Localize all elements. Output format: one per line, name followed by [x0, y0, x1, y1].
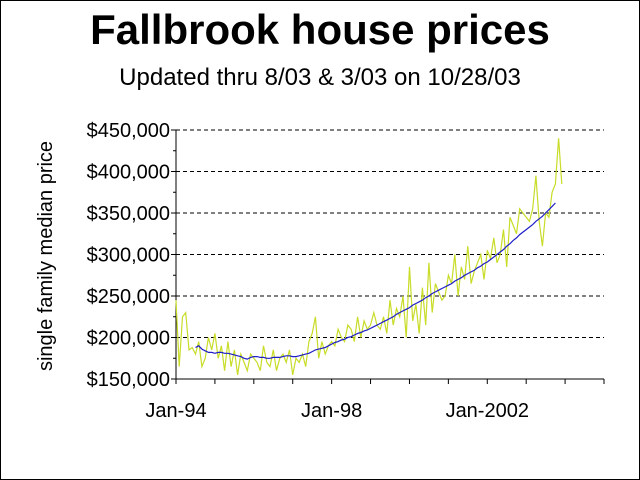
x-tick-label: Jan-94 — [145, 400, 206, 422]
x-tick-label: Jan-2002 — [446, 400, 529, 422]
chart-title: Fallbrook house prices — [90, 6, 550, 53]
y-tick-label: $400,000 — [87, 162, 170, 184]
x-tick-label: Jan-98 — [301, 400, 362, 422]
y-tick-label: $450,000 — [87, 120, 170, 142]
y-tick-label: $150,000 — [87, 369, 170, 391]
y-tick-label: $250,000 — [87, 286, 170, 308]
y-tick-label: $350,000 — [87, 203, 170, 225]
series-line-monthly — [175, 138, 563, 376]
y-tick-label: $200,000 — [87, 328, 170, 350]
y-axis-label: single family median price — [35, 141, 57, 371]
chart-subtitle: Updated thru 8/03 & 3/03 on 10/28/03 — [119, 64, 521, 91]
y-tick-label: $300,000 — [87, 245, 170, 267]
series-line-moving-average — [195, 202, 556, 360]
